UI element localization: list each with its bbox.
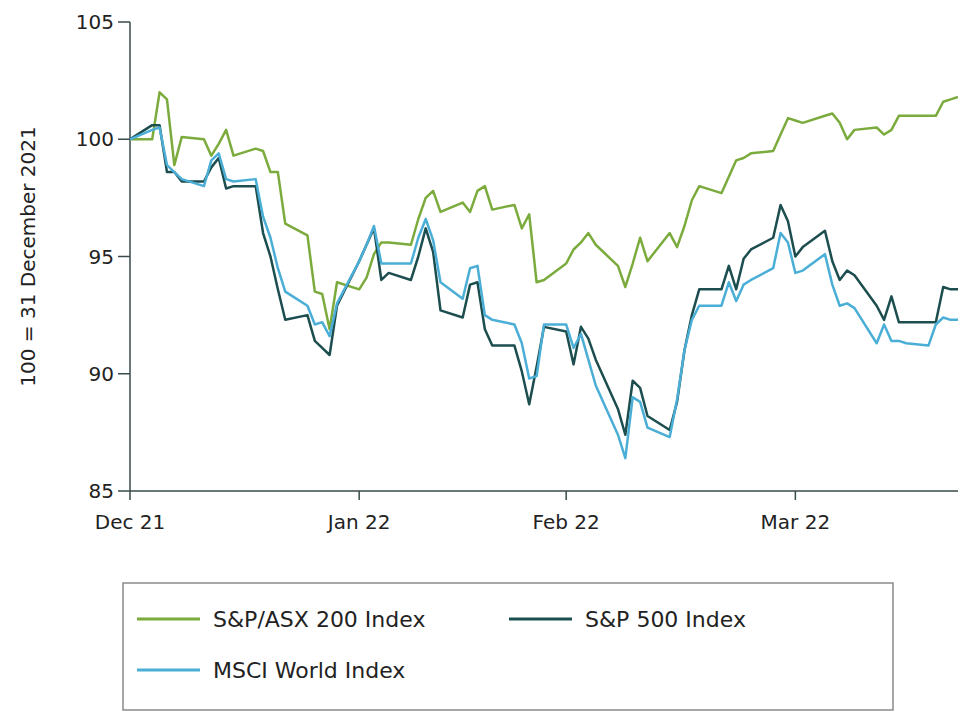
x-tick-label: Jan 22: [326, 510, 391, 534]
y-tick-label: 105: [76, 10, 114, 34]
series-line: [130, 128, 958, 459]
legend-swatch: [137, 669, 200, 672]
x-tick: [565, 491, 567, 500]
y-tick: [118, 373, 130, 375]
legend: S&P/ASX 200 Index S&P 500 Index MSCI World…: [123, 583, 893, 710]
chart: 85 90 95 100 105 100 = 31 December 2021 Dec 21…: [0, 0, 979, 717]
legend-box: [123, 583, 893, 710]
y-tick-label: 100: [76, 127, 114, 151]
x-tick: [795, 491, 797, 500]
legend-label: S&P/ASX 200 Index: [213, 607, 425, 632]
y-tick-label: 95: [89, 245, 114, 269]
series-line: [130, 92, 958, 329]
legend-label: S&P 500 Index: [585, 607, 746, 632]
y-tick-label: 85: [89, 479, 114, 503]
y-tick-label: 90: [89, 362, 114, 386]
legend-swatch: [509, 618, 572, 621]
x-axis-line: [130, 490, 958, 492]
y-tick: [118, 256, 130, 258]
x-tick-label: Dec 21: [95, 510, 166, 534]
x-axis: Dec 21 Jan 22 Feb 22 Mar 22: [95, 491, 958, 534]
x-tick-label: Mar 22: [761, 510, 831, 534]
y-tick: [118, 139, 130, 141]
y-tick: [118, 21, 130, 23]
x-tick: [358, 491, 360, 500]
legend-swatch: [137, 618, 200, 621]
x-tick-label: Feb 22: [533, 510, 600, 534]
y-tick: [118, 490, 130, 492]
series-line: [130, 125, 958, 435]
y-axis-label: 100 = 31 December 2021: [16, 126, 40, 386]
legend-label: MSCI World Index: [213, 658, 405, 683]
x-tick: [129, 491, 131, 500]
plot-area: [130, 92, 958, 458]
y-axis: 85 90 95 100 105: [76, 10, 130, 503]
